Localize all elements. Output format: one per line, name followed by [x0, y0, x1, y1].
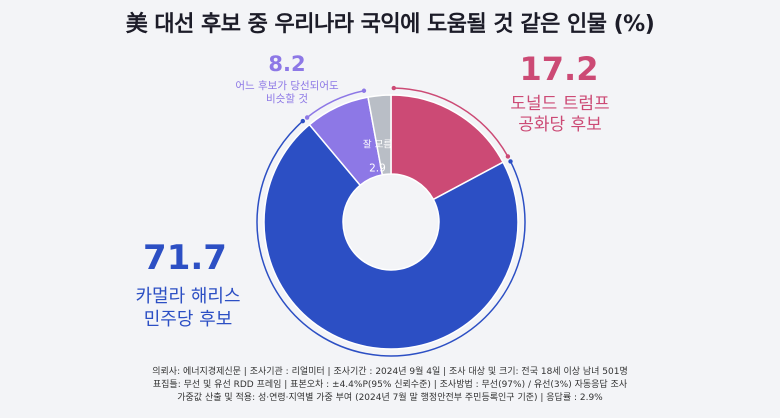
harris-label-line2: 민주당 후보 — [143, 308, 233, 330]
anyone-accent-arc-start-dot — [304, 115, 310, 120]
trump-accent-arc-start-dot — [391, 85, 397, 91]
trump-accent-arc-end-dot — [505, 154, 511, 159]
harris-accent-arc-start-dot — [508, 159, 513, 164]
survey-footnote: 의뢰사: 에너지경제신문 | 조사기관 : 리얼미터 | 조사기간 : 2024… — [0, 366, 780, 405]
harris-accent-arc-end-dot — [300, 118, 306, 124]
anyone-accent-arc-end-dot — [361, 88, 367, 93]
chart-title: 美 대선 후보 중 우리나라 국익에 도움될 것 같은 인물 (%) — [125, 12, 655, 37]
footnote-line2: 표집틀: 무선 및 유선 RDD 프레임 | 표본오차 : ±4.4%P(95%… — [152, 380, 628, 391]
slice-trump — [390, 94, 505, 201]
slice-unknown — [367, 94, 392, 176]
trump-value: 17.2 — [519, 50, 599, 88]
anyone-label-line1: 어느 후보가 당선되어도 — [235, 80, 339, 92]
harris-accent-arc — [256, 120, 526, 357]
footnote-line3: 가중값 산출 및 적용: 성·연령·지역별 가중 부여 (2024년 7월 말 … — [177, 393, 603, 404]
unknown-value: 2.9 — [369, 162, 386, 174]
anyone-value: 8.2 — [268, 52, 306, 76]
trump-label-line1: 도널드 트럼프 — [510, 94, 610, 114]
trump-label: 도널드 트럼프 공화당 후보 — [490, 94, 630, 137]
footnote-line1: 의뢰사: 에너지경제신문 | 조사기관 : 리얼미터 | 조사기간 : 2024… — [152, 367, 628, 377]
slice-harris — [263, 123, 519, 350]
harris-value: 71.7 — [143, 238, 227, 278]
anyone-accent-arc — [306, 90, 365, 119]
trump-accent-arc — [393, 87, 509, 157]
unknown-label: 잘 모름 — [363, 138, 392, 150]
harris-label-line1: 카멀라 해리스 — [135, 286, 241, 307]
harris-label: 카멀라 해리스 민주당 후보 — [118, 286, 258, 331]
anyone-label-line2: 비슷할 것 — [266, 93, 308, 106]
anyone-label: 어느 후보가 당선되어도 비슷할 것 — [222, 80, 352, 106]
trump-label-line2: 공화당 후보 — [518, 115, 602, 136]
